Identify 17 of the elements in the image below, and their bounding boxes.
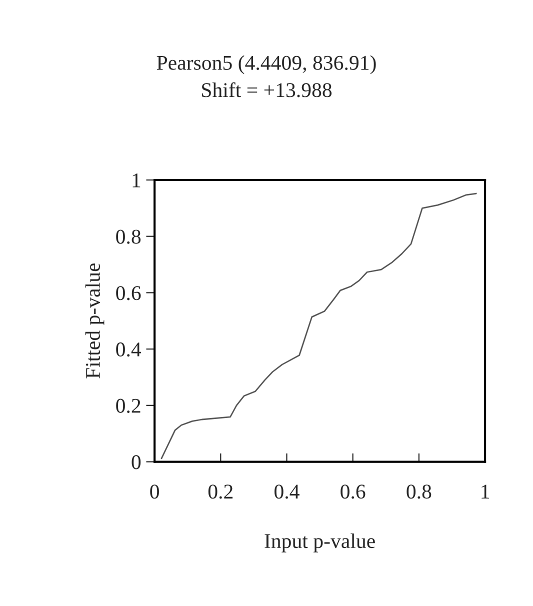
y-axis-title: Fitted p-value	[85, 263, 104, 378]
x-tick-label: 0	[150, 484, 159, 499]
line-series	[160, 192, 477, 460]
x-tick-label: 0.8	[406, 484, 432, 499]
x-tick-label: 0.2	[208, 484, 233, 499]
chart-title: Pearson5 (4.4409, 836.91)	[156, 55, 376, 74]
chart-subtitle: Shift = +13.988	[202, 82, 332, 98]
x-tick-label: 1	[482, 484, 489, 498]
x-tick-label: 0.6	[340, 484, 366, 499]
x-tick-label: 0.4	[274, 484, 300, 499]
y-tick-label: 0.2	[116, 398, 140, 413]
y-tick-label: 0.8	[116, 230, 141, 244]
y-tick-label: 0.6	[116, 286, 141, 300]
y-tick-label: 0	[132, 455, 141, 470]
y-tick-label: 0.4	[116, 342, 142, 357]
x-axis-title: Input p-value	[264, 533, 375, 552]
y-tick-label: 1	[132, 173, 140, 188]
